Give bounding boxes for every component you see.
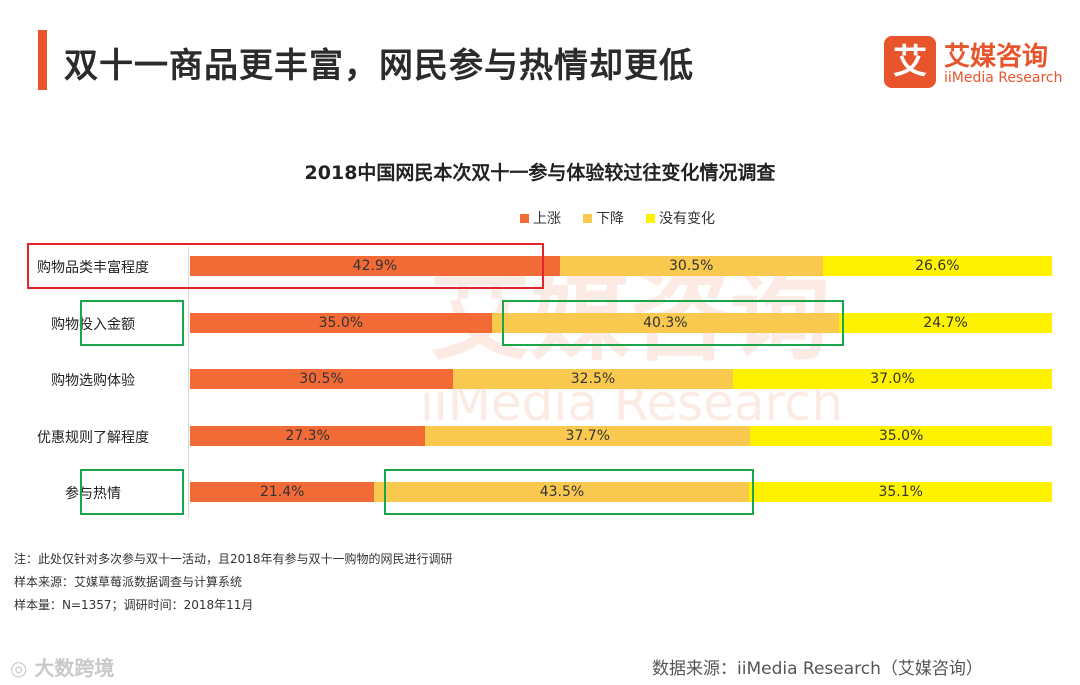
bar-segment-down: 32.5%	[452, 369, 734, 389]
bar-segment-down: 43.5%	[374, 482, 750, 502]
data-label: 37.0%	[870, 371, 915, 387]
data-label: 32.5%	[570, 371, 616, 387]
data-label: 30.5%	[669, 258, 714, 274]
page-title: 双十一商品更丰富，网民参与热情却更低	[64, 46, 694, 86]
legend-item-down: 下降	[583, 208, 624, 228]
data-label: 35.0%	[318, 314, 364, 331]
highlight-box-label	[80, 469, 184, 515]
brand-name-cn: 艾媒咨询	[944, 42, 1049, 72]
brand-logo-icon: 艾	[884, 36, 936, 88]
title-accent-bar	[38, 30, 47, 90]
bar-segment-nochange: 26.6%	[822, 256, 1052, 276]
brand-name-en: iiMedia Research	[944, 70, 1063, 86]
bar-segment-nochange: 24.7%	[839, 312, 1052, 333]
weibo-watermark: ◎ 大数跨境	[10, 652, 114, 681]
data-label: 37.7%	[565, 427, 611, 444]
category-label: 购物品类丰富程度	[37, 260, 149, 276]
bar-segment-up: 30.5%	[190, 369, 453, 389]
bar-segment-down: 40.3%	[491, 312, 840, 333]
data-label: 35.1%	[878, 484, 923, 500]
bar-segment-down: 37.7%	[425, 425, 751, 446]
legend-label-nochange: 没有变化	[659, 211, 715, 227]
category-label: 购物投入金额	[51, 316, 135, 333]
highlight-box-red	[27, 243, 544, 289]
data-label: 26.6%	[915, 258, 960, 274]
highlight-box-segment	[384, 469, 755, 515]
highlight-box-label	[80, 299, 184, 346]
bar-segment-up: 42.9%	[190, 256, 560, 276]
weibo-label: 大数跨境	[34, 656, 115, 680]
legend-label-up: 上涨	[533, 211, 561, 227]
bar-segment-up: 35.0%	[190, 312, 492, 333]
highlight-box-segment	[501, 299, 845, 346]
note-sample-size: 样本量：N=1357；调研时间：2018年11月	[14, 598, 254, 612]
data-label: 43.5%	[539, 484, 585, 500]
legend-swatch-up	[520, 213, 529, 223]
data-label: 24.7%	[923, 314, 968, 331]
bar-segment-down: 30.5%	[559, 256, 823, 276]
data-label: 42.9%	[352, 258, 398, 274]
data-label: 35.0%	[878, 427, 924, 444]
bar-segment-up: 27.3%	[190, 425, 426, 446]
legend-swatch-down	[583, 213, 592, 223]
chart-notes: 注：此处仅针对多次参与双十一活动，且2018年有参与双十一购物的网民进行调研 样…	[14, 548, 453, 617]
category-axis-line	[188, 246, 189, 518]
bar-segment-nochange: 37.0%	[733, 369, 1052, 389]
data-label: 30.5%	[299, 371, 344, 387]
data-label: 40.3%	[643, 314, 688, 331]
legend-label-down: 下降	[596, 211, 624, 227]
data-source: 数据来源：iiMedia Research（艾媒咨询）	[652, 659, 983, 679]
bar-segment-nochange: 35.0%	[750, 425, 1052, 446]
bar-segment-nochange: 35.1%	[749, 482, 1052, 502]
weibo-icon: ◎	[10, 656, 35, 680]
legend-swatch-nochange	[646, 213, 655, 223]
data-label: 21.4%	[259, 484, 305, 500]
category-label: 优惠规则了解程度	[37, 429, 149, 446]
category-label: 购物选购体验	[51, 373, 135, 389]
data-label: 27.3%	[285, 427, 330, 444]
bar-segment-up: 21.4%	[190, 482, 375, 502]
note-sample-source: 样本来源：艾媒草莓派数据调查与计算系统	[14, 575, 243, 589]
legend-item-nochange: 没有变化	[646, 208, 715, 228]
chart-legend: 上涨 下降 没有变化	[520, 208, 715, 228]
chart-title: 2018中国网民本次双十一参与体验较过往变化情况调查	[304, 162, 776, 184]
note-scope: 注：此处仅针对多次参与双十一活动，且2018年有参与双十一购物的网民进行调研	[14, 552, 453, 566]
legend-item-up: 上涨	[520, 208, 561, 228]
category-label: 参与热情	[65, 486, 121, 502]
